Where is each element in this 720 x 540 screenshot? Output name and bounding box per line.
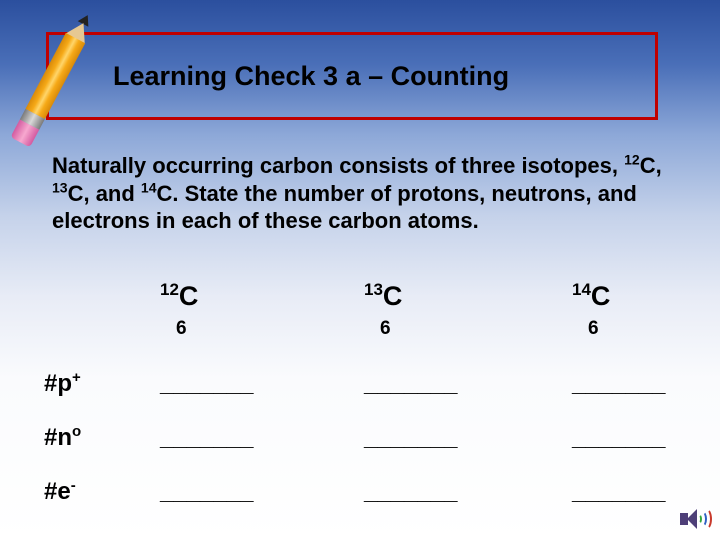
protons-blank-1: _______ [160,370,253,398]
neutrons-blank-1: _______ [160,424,253,452]
protons-blank-2: _______ [364,370,457,398]
protons-row: #p+ _______ _______ _______ [44,370,100,398]
neutrons-label: #no [44,424,100,452]
neutrons-blank-3: _______ [572,424,665,452]
electrons-blank-1: _______ [160,478,253,506]
prompt-text: Naturally occurring carbon consists of t… [52,152,700,235]
isotope-14c: 14C [572,281,610,312]
atomic-number-12c: 6 [160,318,187,340]
isotope-12c: 12C [160,281,198,312]
electrons-label: #e- [44,478,100,506]
protons-blank-3: _______ [572,370,665,398]
electrons-row: #e- _______ _______ _______ [44,478,100,506]
atomic-number-13c: 6 [364,318,391,340]
isotope-13c: 13C [364,281,402,312]
speaker-icon[interactable] [680,508,708,530]
atomic-number-14c: 6 [572,318,599,340]
electrons-blank-3: _______ [572,478,665,506]
slide-title: Learning Check 3 a – Counting [113,61,509,92]
neutrons-row: #no _______ _______ _______ [44,424,100,452]
neutrons-blank-2: _______ [364,424,457,452]
electrons-blank-2: _______ [364,478,457,506]
protons-label: #p+ [44,370,100,398]
title-box: Learning Check 3 a – Counting [46,32,658,120]
